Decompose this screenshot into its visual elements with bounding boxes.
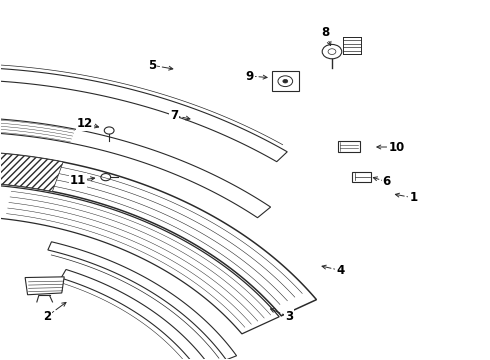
- Text: 10: 10: [389, 140, 405, 153]
- Text: 3: 3: [285, 310, 293, 324]
- Polygon shape: [0, 153, 63, 192]
- Text: 8: 8: [321, 27, 330, 40]
- Text: 9: 9: [246, 69, 254, 82]
- Text: 11: 11: [70, 174, 86, 187]
- Bar: [272, 71, 299, 91]
- Polygon shape: [0, 186, 279, 334]
- Circle shape: [283, 80, 288, 83]
- Polygon shape: [25, 277, 64, 295]
- Text: 12: 12: [76, 117, 93, 130]
- Polygon shape: [48, 242, 237, 360]
- Text: 7: 7: [170, 109, 178, 122]
- Polygon shape: [0, 67, 287, 162]
- Text: 6: 6: [383, 175, 391, 188]
- Polygon shape: [61, 270, 217, 360]
- Polygon shape: [0, 118, 270, 218]
- Polygon shape: [0, 153, 317, 316]
- Text: 2: 2: [43, 310, 51, 323]
- Text: 1: 1: [410, 192, 417, 204]
- Bar: [338, 141, 360, 152]
- Bar: [352, 172, 371, 182]
- Text: 5: 5: [148, 59, 156, 72]
- Text: 4: 4: [336, 264, 344, 277]
